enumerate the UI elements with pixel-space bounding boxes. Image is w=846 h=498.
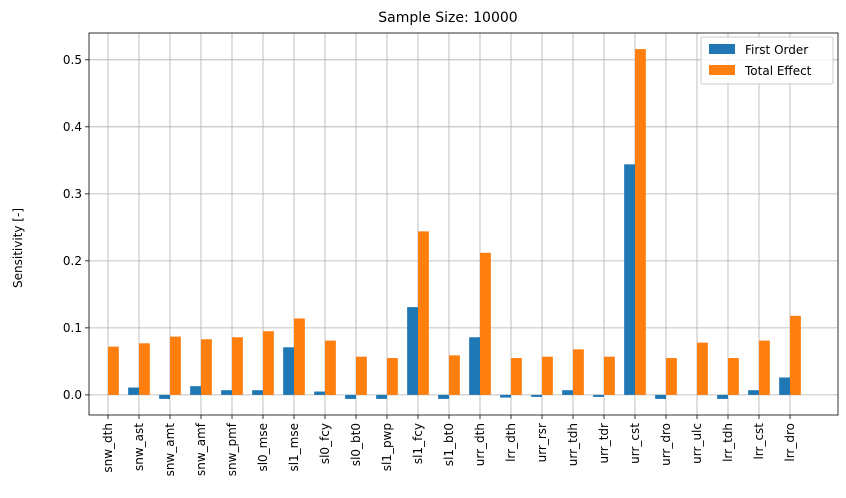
x-tick-label: sl0_bt0: [349, 423, 363, 466]
x-tick-label: urr_tdh: [566, 423, 580, 466]
x-tick-label: lrr_dth: [504, 423, 518, 462]
bar-first-order: [314, 391, 325, 395]
x-tick-label: urr_cst: [628, 423, 642, 464]
y-tick-label: 0.1: [63, 321, 82, 335]
bar-total-effect: [480, 252, 491, 395]
x-tick-label: snw_dth: [101, 423, 115, 473]
x-tick-label: sl1_bt0: [442, 423, 456, 466]
y-axis-label: Sensitivity [-]: [11, 208, 25, 288]
axis-ticks: 0.0 0.1 0.2 0.3 0.4 0.5 snw_dth snw_ast snw_amt s…: [63, 53, 797, 477]
bar-total-effect: [697, 342, 708, 395]
bar-total-effect: [573, 349, 584, 395]
x-tick-label: lrr_dro: [783, 423, 797, 462]
bar-first-order: [779, 377, 790, 395]
y-tick-label: 0.0: [63, 388, 82, 402]
x-tick-label: sl1_fcy: [411, 423, 425, 464]
bar-total-effect: [666, 358, 677, 395]
legend-swatch-first-order: [709, 44, 735, 54]
chart-title: Sample Size: 10000: [378, 10, 517, 26]
bar-total-effect: [542, 356, 553, 395]
bar-first-order: [283, 347, 294, 395]
x-tick-label: urr_ulc: [690, 423, 704, 464]
x-tick-label: snw_pmf: [225, 422, 239, 476]
legend: First Order Total Effect: [700, 36, 834, 85]
x-tick-label: urr_rsr: [535, 423, 549, 462]
bar-first-order: [593, 394, 604, 397]
bar-total-effect: [356, 356, 367, 395]
x-tick-label: sl0_mse: [256, 423, 270, 472]
bar-total-effect: [728, 358, 739, 395]
bar-first-order: [376, 394, 387, 399]
bar-total-effect: [263, 331, 274, 395]
bar-total-effect: [325, 340, 336, 395]
y-tick-label: 0.4: [63, 120, 82, 134]
bar-first-order: [531, 394, 542, 397]
bar-total-effect: [108, 346, 119, 395]
bar-first-order: [655, 394, 666, 399]
bar-first-order: [562, 390, 573, 395]
bar-total-effect: [387, 358, 398, 395]
x-tick-label: sl0_fcy: [318, 423, 332, 464]
legend-swatch-total-effect: [709, 65, 735, 75]
bar-first-order: [128, 387, 139, 395]
y-tick-label: 0.3: [63, 187, 82, 201]
bar-total-effect: [635, 49, 646, 395]
bar-first-order: [345, 394, 356, 399]
x-tick-label: urr_dth: [473, 423, 487, 466]
bar-first-order: [500, 394, 511, 398]
bar-first-order: [748, 390, 759, 395]
bar-first-order: [717, 394, 728, 399]
bar-total-effect: [139, 343, 150, 395]
x-tick-label: snw_ast: [132, 423, 146, 471]
x-tick-label: snw_amf: [194, 422, 208, 476]
bar-total-effect: [604, 356, 615, 395]
x-tick-label: urr_dro: [659, 423, 673, 466]
bar-total-effect: [449, 355, 460, 395]
x-tick-label: sl1_pwp: [380, 423, 394, 471]
bar-total-effect: [790, 315, 801, 395]
bar-first-order: [221, 390, 232, 395]
x-tick-label: lrr_tdh: [721, 423, 735, 462]
bar-total-effect: [232, 337, 243, 395]
plot-frame: [88, 32, 839, 416]
y-tick-label: 0.5: [63, 53, 82, 67]
bar-total-effect: [759, 340, 770, 395]
bar-total-effect: [418, 231, 429, 395]
legend-label-total-effect: Total Effect: [744, 64, 812, 78]
bars: [108, 49, 801, 399]
bar-total-effect: [511, 358, 522, 395]
bar-first-order: [407, 307, 418, 395]
bar-total-effect: [170, 336, 181, 395]
x-tick-label: urr_tdr: [597, 423, 611, 464]
x-tick-label: sl1_mse: [287, 423, 301, 472]
bar-first-order: [624, 164, 635, 395]
x-tick-label: snw_amt: [163, 423, 177, 477]
bar-first-order: [252, 390, 263, 395]
bar-total-effect: [294, 318, 305, 395]
bar-first-order: [438, 394, 449, 399]
bar-first-order: [190, 386, 201, 395]
bar-first-order: [469, 337, 480, 395]
y-tick-label: 0.2: [63, 254, 82, 268]
bar-total-effect: [201, 339, 212, 395]
bar-first-order: [159, 394, 170, 399]
x-tick-label: lrr_cst: [752, 423, 766, 460]
legend-label-first-order: First Order: [745, 43, 808, 57]
